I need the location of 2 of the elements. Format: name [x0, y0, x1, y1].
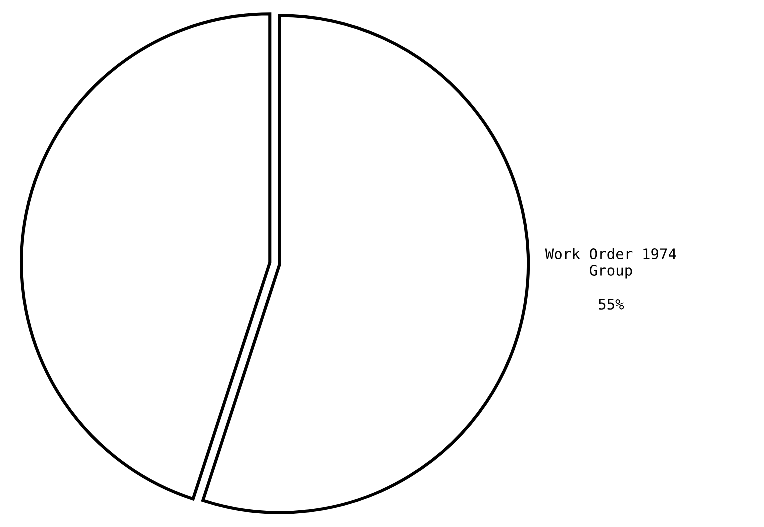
slice-label: Work Order 1974 Group	[545, 248, 676, 279]
data-label: 55%	[599, 299, 624, 310]
